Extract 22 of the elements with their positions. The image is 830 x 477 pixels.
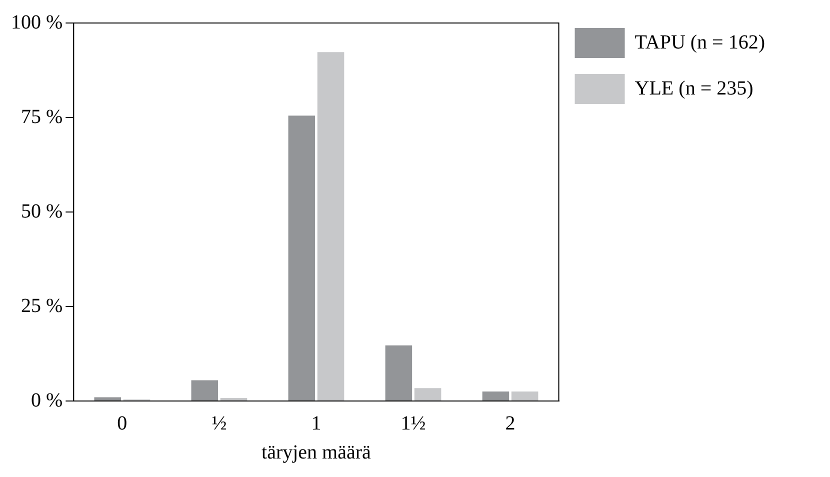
x-axis-title: täryjen määrä xyxy=(262,441,372,464)
y-tick-label: 25 % xyxy=(20,294,63,317)
legend-label: TAPU (n = 162) xyxy=(634,31,766,54)
y-tick-label: 100 % xyxy=(10,11,63,34)
y-tick-label: 50 % xyxy=(20,200,63,222)
bar xyxy=(511,392,538,400)
x-tick-label: ½ xyxy=(212,412,227,434)
x-tick-label: 0 xyxy=(117,412,128,434)
bar xyxy=(94,397,122,400)
bar xyxy=(288,116,316,400)
x-tick-label: 1½ xyxy=(400,412,426,434)
y-tick-label: 0 % xyxy=(30,389,63,412)
x-tick-label: 2 xyxy=(505,412,516,434)
bar xyxy=(385,345,412,400)
bar xyxy=(220,398,248,400)
x-tick-label: 1 xyxy=(311,412,322,434)
bar xyxy=(191,380,218,400)
legend-label: YLE (n = 235) xyxy=(634,77,754,100)
y-tick-label: 75 % xyxy=(20,106,63,128)
bar xyxy=(482,392,510,400)
bar xyxy=(414,388,442,400)
bar xyxy=(317,52,344,400)
